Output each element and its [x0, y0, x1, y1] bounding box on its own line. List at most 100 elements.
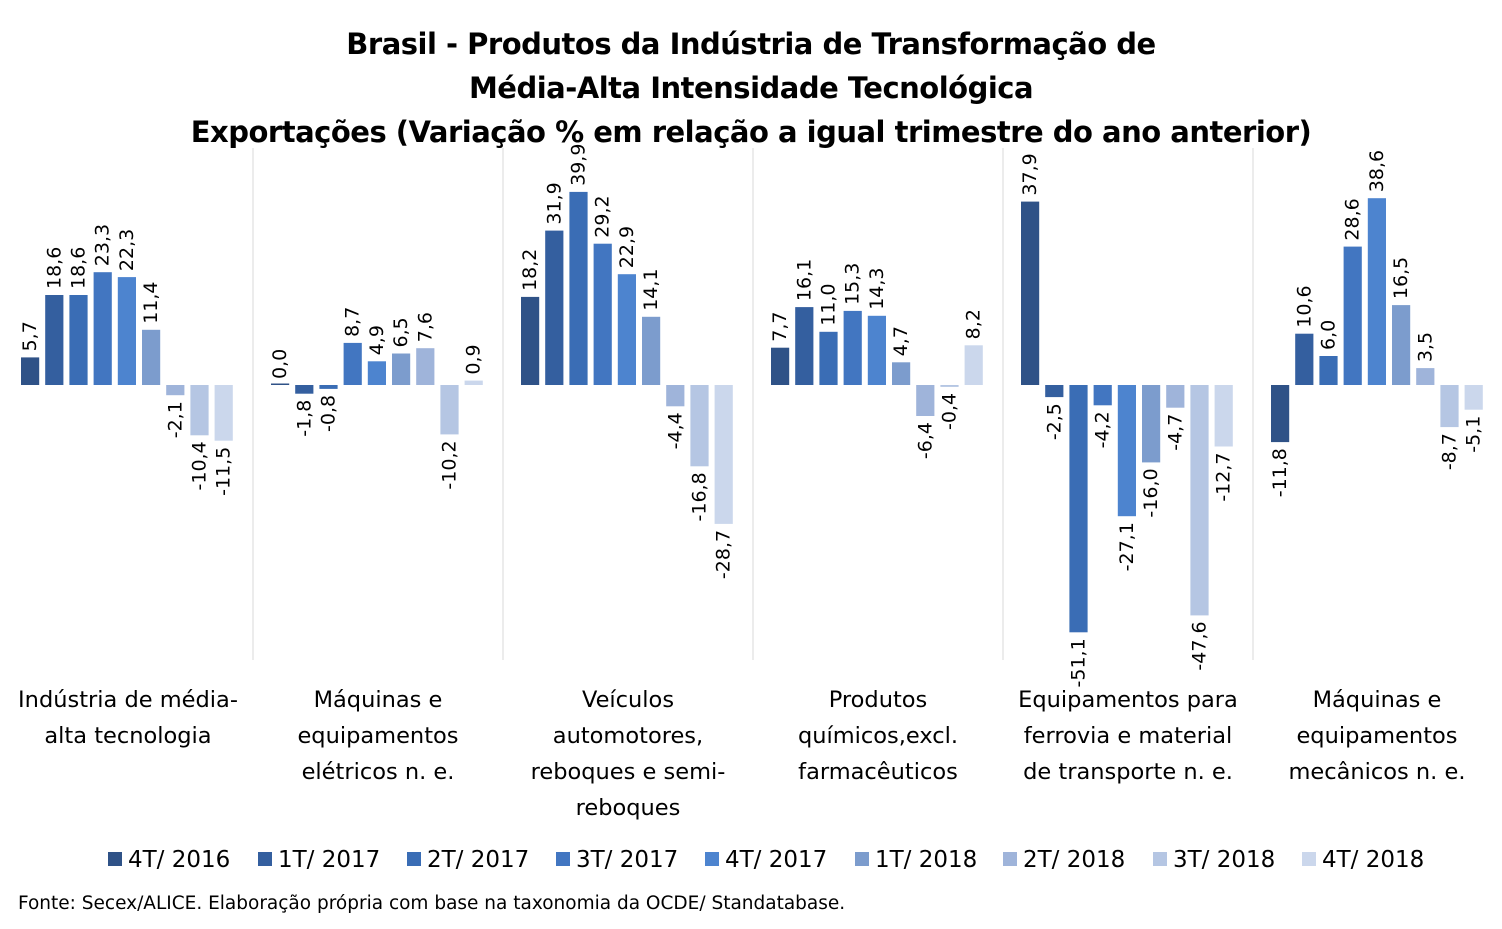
chart-legend: 4T/ 2016 1T/ 2017 2T/ 2017 3T/ 2017 4T/ …: [0, 842, 1502, 878]
data-label: -1,8: [293, 400, 315, 437]
legend-swatch: [556, 852, 570, 866]
bar: [392, 353, 411, 385]
category-label-line: mecânicos n. e.: [1288, 759, 1466, 785]
bar: [545, 230, 564, 385]
data-label: 16,5: [1390, 257, 1412, 299]
bar: [1416, 368, 1435, 385]
legend-swatch: [705, 852, 719, 866]
legend-swatch: [108, 852, 122, 866]
bar: [464, 380, 483, 385]
category-label-4: Produtos químicos,excl. farmacêuticos: [753, 682, 1003, 790]
bar: [1271, 385, 1290, 443]
category-label-5: Equipamentos para ferrovia e material de…: [1003, 682, 1253, 790]
bar: [892, 362, 911, 385]
data-label: -4,4: [664, 412, 686, 449]
legend-label: 3T/ 2018: [1173, 847, 1276, 873]
bar: [1117, 385, 1136, 517]
bar: [440, 385, 459, 435]
data-label: 23,3: [92, 224, 114, 266]
bar: [295, 385, 314, 394]
category-label-line: ferrovia e material: [1023, 723, 1233, 749]
data-label: 11,0: [818, 283, 840, 325]
data-label: -4,7: [1164, 414, 1186, 451]
legend-swatch: [1302, 852, 1316, 866]
data-label: -51,1: [1068, 638, 1090, 687]
category-label-line: Produtos: [828, 687, 928, 713]
legend-swatch: [407, 852, 421, 866]
bar: [1343, 246, 1362, 385]
data-label: 3,5: [1414, 332, 1436, 362]
data-label: 8,2: [963, 309, 985, 339]
bar: [214, 385, 233, 441]
bar: [1021, 201, 1040, 385]
data-label: 16,1: [793, 259, 815, 301]
data-label: -28,7: [713, 530, 735, 579]
data-label: 14,1: [640, 268, 662, 310]
bar: [642, 316, 661, 385]
data-label: -16,0: [1140, 468, 1162, 517]
category-label-line: Equipamentos para: [1018, 687, 1238, 713]
bar: [569, 191, 588, 385]
bar: [617, 274, 636, 385]
bar: [1392, 305, 1411, 385]
data-label: 11,4: [140, 281, 162, 323]
legend-item: 1T/ 2018: [855, 842, 977, 878]
data-label: -0,4: [939, 393, 961, 430]
data-label: 7,7: [769, 311, 791, 341]
data-label: 8,7: [342, 307, 364, 337]
data-label: -27,1: [1116, 522, 1138, 571]
bar: [521, 296, 540, 385]
data-label: 0,9: [463, 344, 485, 374]
data-label: -5,1: [1463, 416, 1485, 453]
bar: [867, 315, 886, 385]
bar: [367, 361, 386, 385]
category-label-line: de transporte n. e.: [1023, 759, 1233, 785]
category-label-2: Máquinas e equipamentos elétricos n. e.: [253, 682, 503, 790]
bar: [1464, 385, 1483, 410]
bar: [593, 243, 612, 385]
bar: [795, 307, 814, 385]
legend-label: 1T/ 2018: [875, 847, 978, 873]
data-label: 10,6: [1293, 285, 1315, 327]
chart-title-line-1: Brasil - Produtos da Indústria de Transf…: [346, 27, 1156, 61]
category-label-line: químicos,excl.: [797, 723, 959, 749]
bar: [1440, 385, 1459, 428]
data-label: -6,4: [914, 422, 936, 459]
legend-label: 4T/ 2017: [725, 847, 828, 873]
category-label-line: farmacêuticos: [798, 759, 958, 785]
legend-item: 3T/ 2018: [1153, 842, 1275, 878]
category-label-line: alta tecnologia: [44, 723, 212, 749]
bar: [343, 342, 362, 385]
data-label: 14,3: [866, 267, 888, 309]
chart-title: Brasil - Produtos da Indústria de Transf…: [0, 22, 1502, 154]
data-label: -8,7: [1439, 433, 1461, 470]
bar: [916, 385, 935, 416]
legend-item: 2T/ 2017: [407, 842, 529, 878]
data-label: 6,5: [390, 317, 412, 347]
legend-item: 4T/ 2016: [108, 842, 230, 878]
legend-swatch: [258, 852, 272, 866]
bar: [142, 329, 161, 385]
legend-swatch: [1003, 852, 1017, 866]
legend-item: 3T/ 2017: [556, 842, 678, 878]
bar: [45, 295, 64, 385]
data-label: 18,2: [519, 249, 541, 291]
legend-label: 1T/ 2017: [278, 847, 381, 873]
source-note: Fonte: Secex/ALICE. Elaboração própria c…: [18, 893, 846, 914]
data-label: -12,7: [1213, 453, 1235, 502]
legend-item: 4T/ 2018: [1302, 842, 1424, 878]
chart-title-line-3: Exportações (Variação % em relação a igu…: [190, 115, 1312, 149]
data-label: 4,9: [366, 325, 388, 355]
legend-swatch: [1153, 852, 1167, 866]
category-label-line: equipamentos: [1296, 723, 1458, 749]
legend-label: 2T/ 2017: [427, 847, 530, 873]
data-label: 37,9: [1019, 153, 1041, 195]
bar: [1045, 385, 1064, 398]
legend-label: 4T/ 2018: [1322, 847, 1425, 873]
bar: [1214, 385, 1233, 447]
category-label-line: Máquinas e: [313, 687, 443, 713]
category-label-line: reboques: [575, 795, 681, 821]
data-label: -47,6: [1189, 621, 1211, 670]
data-label: 18,6: [43, 247, 65, 289]
